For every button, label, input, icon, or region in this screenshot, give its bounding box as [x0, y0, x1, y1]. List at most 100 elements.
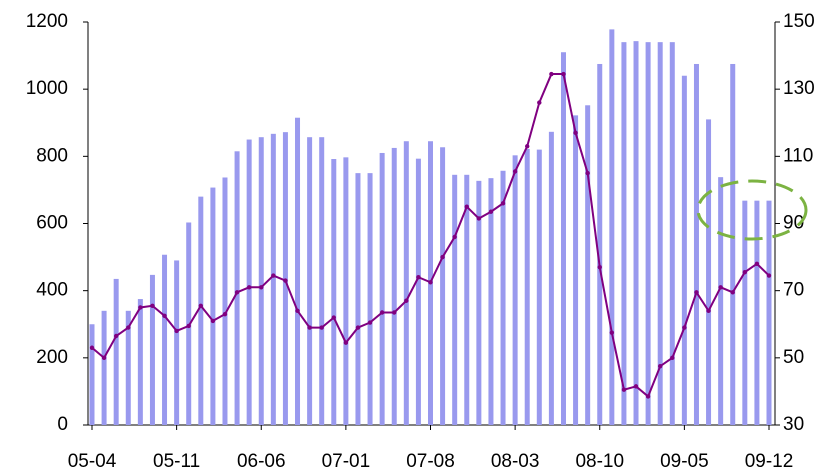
line-marker — [488, 209, 494, 214]
line-marker — [416, 275, 421, 280]
line-marker — [585, 170, 590, 176]
line-marker — [440, 254, 445, 260]
x-tick-label: 06-06 — [237, 451, 286, 472]
line-marker — [730, 290, 735, 295]
y2-tick-label: 50 — [783, 347, 804, 368]
line-marker — [742, 269, 748, 275]
y2-tick-label: 130 — [783, 78, 815, 99]
line-marker — [694, 290, 699, 295]
line-marker — [138, 305, 143, 310]
bar — [524, 148, 530, 425]
bar — [730, 63, 736, 426]
bar — [585, 105, 591, 425]
bar — [536, 149, 542, 425]
y-tick-label: 400 — [36, 280, 68, 301]
line-marker — [331, 315, 336, 320]
y2-tick-label: 30 — [783, 414, 804, 435]
line-marker — [392, 310, 397, 315]
bar — [645, 42, 651, 426]
bar — [379, 152, 385, 425]
line-marker — [500, 201, 506, 206]
bar — [343, 157, 349, 426]
bar — [718, 177, 724, 425]
line-marker — [464, 204, 469, 209]
y2-tick-label: 90 — [783, 213, 804, 234]
bar — [742, 200, 748, 425]
line-marker — [573, 130, 578, 136]
x-tick-label: 08-10 — [575, 451, 624, 472]
x-tick-label: 07-08 — [406, 451, 455, 472]
bar — [125, 310, 131, 425]
bar — [234, 151, 240, 425]
x-tick-label: 08-03 — [491, 451, 540, 472]
bar — [319, 137, 325, 425]
line-marker — [307, 325, 312, 330]
bar — [89, 324, 95, 425]
line-marker — [126, 325, 131, 330]
bar — [488, 178, 494, 425]
bar — [415, 158, 421, 425]
bar — [198, 196, 204, 425]
line-marker — [537, 100, 542, 105]
line-marker — [113, 333, 119, 339]
y-tick-label: 0 — [57, 414, 68, 435]
line-marker — [452, 234, 457, 240]
line-marker — [186, 323, 191, 329]
line-marker — [283, 278, 288, 283]
bar — [621, 42, 627, 426]
line-marker — [645, 394, 651, 399]
bar — [669, 42, 675, 426]
bar — [295, 117, 301, 426]
x-tick-label: 09-12 — [745, 451, 794, 472]
line-marker — [512, 169, 518, 174]
bar — [307, 137, 313, 425]
line-marker — [670, 355, 675, 361]
line-marker — [319, 325, 324, 330]
line-marker — [174, 328, 179, 334]
bar — [258, 137, 264, 425]
line-marker — [682, 325, 687, 330]
bar — [548, 131, 554, 425]
y2-tick-label: 150 — [783, 11, 815, 32]
bar — [693, 63, 699, 426]
line-marker — [428, 280, 433, 285]
bar — [149, 274, 155, 425]
bar — [597, 63, 603, 426]
bar — [476, 180, 482, 425]
line-marker — [597, 264, 602, 270]
line-marker — [706, 308, 711, 314]
x-tick-label: 09-05 — [660, 451, 709, 472]
bar — [500, 170, 506, 425]
bar — [609, 29, 615, 425]
line-marker — [222, 311, 228, 317]
y-tick-label: 1000 — [26, 78, 68, 99]
line-marker — [101, 355, 107, 361]
line-marker — [657, 364, 663, 369]
bar — [403, 141, 409, 426]
line-marker — [525, 144, 530, 149]
highlight-ellipse — [696, 179, 808, 241]
bar — [512, 155, 518, 425]
line-marker — [150, 303, 155, 308]
bar — [101, 310, 107, 425]
bar — [270, 133, 276, 425]
line-marker — [343, 340, 349, 345]
y2-tick-label: 70 — [783, 280, 804, 301]
bar — [222, 177, 228, 425]
line-marker — [379, 310, 385, 315]
line-marker — [718, 285, 723, 290]
bar — [246, 139, 252, 425]
bar — [113, 278, 119, 425]
bar — [355, 173, 361, 425]
bar — [573, 115, 579, 425]
line-marker — [89, 345, 95, 350]
bar — [754, 200, 760, 425]
line-marker — [198, 303, 204, 308]
line-marker — [246, 285, 252, 290]
line-marker — [609, 330, 615, 335]
bar — [452, 174, 458, 425]
line-marker — [234, 290, 240, 295]
bar — [210, 187, 216, 425]
line-marker — [633, 384, 639, 389]
